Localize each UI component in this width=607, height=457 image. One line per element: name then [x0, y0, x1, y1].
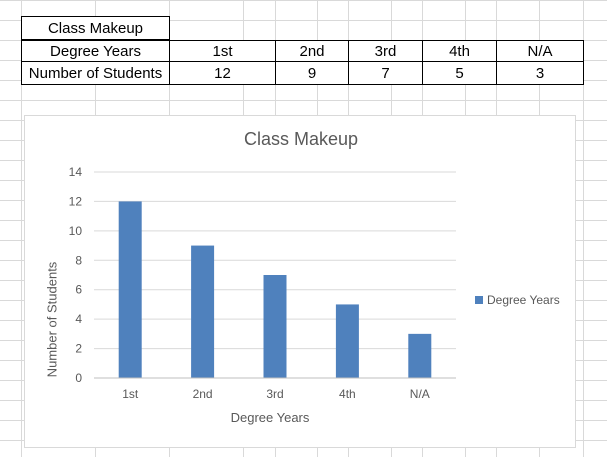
header-text: 3rd — [374, 42, 397, 60]
header-cell-2nd[interactable]: 2nd — [275, 40, 349, 62]
header-text: N/A — [527, 42, 553, 60]
value-text: 7 — [381, 64, 390, 82]
table-title: Class Makeup — [47, 19, 144, 37]
table-title-cell[interactable]: Class Makeup — [21, 16, 170, 40]
legend-swatch — [475, 296, 483, 304]
x-axis-title[interactable]: Degree Years — [230, 410, 310, 425]
bar-3rd[interactable] — [263, 275, 287, 378]
chart-title[interactable]: Class Makeup — [243, 129, 359, 149]
chart-plot[interactable]: 0 2 4 6 8 10 12 14 1st 2nd 3rd 4th N/A — [25, 116, 577, 449]
x-tick-label: 2nd — [193, 387, 213, 401]
x-tick-label: 1st — [122, 387, 139, 401]
x-tick-label: 3rd — [266, 387, 283, 401]
header-cell-1st[interactable]: 1st — [169, 40, 276, 62]
bar-2nd[interactable] — [191, 245, 215, 378]
bar-na[interactable] — [408, 333, 432, 378]
x-tick-label: 4th — [339, 387, 356, 401]
header-cell-4th[interactable]: 4th — [422, 40, 497, 62]
value-cell-1st[interactable]: 12 — [169, 61, 276, 85]
value-cell-2nd[interactable]: 9 — [275, 61, 349, 85]
bar-4th[interactable] — [335, 304, 359, 378]
bar-1st[interactable] — [118, 201, 142, 378]
header-cell-na[interactable]: N/A — [496, 40, 584, 62]
value-text: 3 — [535, 64, 545, 82]
y-tick-label: 6 — [75, 283, 82, 297]
y-tick-label: 10 — [69, 224, 83, 238]
value-text: 12 — [214, 64, 231, 82]
y-tick-label: 14 — [69, 165, 83, 179]
value-cell-na[interactable]: 3 — [496, 61, 584, 85]
header-label: Degree Years — [50, 42, 141, 60]
legend[interactable]: Degree Years — [475, 293, 560, 307]
x-tick-label: N/A — [410, 387, 430, 401]
row-label-cell[interactable]: Number of Students — [21, 61, 170, 85]
value-text: 9 — [307, 64, 317, 82]
header-cell-3rd[interactable]: 3rd — [348, 40, 423, 62]
header-text: 2nd — [299, 42, 325, 60]
value-text: 5 — [455, 64, 464, 82]
header-text: 1st — [212, 42, 233, 60]
header-label-cell[interactable]: Degree Years — [21, 40, 170, 62]
chart-area[interactable]: Class Makeup 0 2 4 6 8 10 12 14 1st 2nd 3rd 4th N/A … — [24, 115, 576, 448]
legend-label: Degree Years — [487, 293, 560, 307]
y-tick-label: 0 — [75, 371, 82, 385]
y-tick-label: 8 — [75, 253, 82, 267]
y-axis-title[interactable]: Number of Students — [44, 261, 60, 378]
value-cell-3rd[interactable]: 7 — [348, 61, 423, 85]
y-tick-label: 12 — [69, 194, 83, 208]
header-text: 4th — [449, 42, 470, 60]
value-cell-4th[interactable]: 5 — [422, 61, 497, 85]
y-tick-label: 2 — [75, 342, 82, 356]
row-label: Number of Students — [28, 64, 163, 82]
y-tick-label: 4 — [75, 312, 82, 326]
